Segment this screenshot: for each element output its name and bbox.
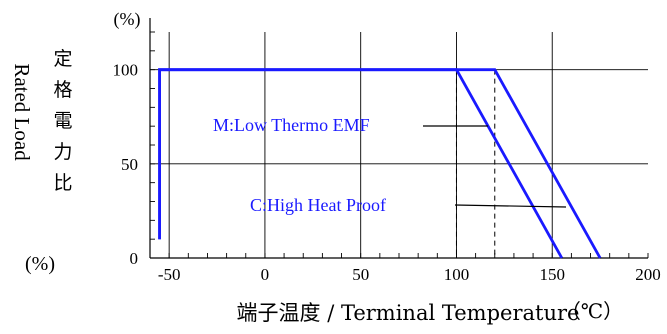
axes (149, 18, 649, 259)
y-label-char: 力 (53, 141, 72, 163)
y-tick-label: 0 (130, 249, 139, 268)
series (158, 68, 602, 259)
x-tick-label: 100 (444, 265, 470, 284)
x-tick-label: -50 (158, 265, 181, 284)
x-tick-label: 50 (352, 265, 369, 284)
y-label-char: 比 (53, 172, 72, 194)
x-axis-unit: （℃） (561, 299, 623, 323)
x-tick-label: 150 (539, 265, 565, 284)
grid (150, 32, 648, 258)
reference-lines (455, 69, 496, 258)
series-label-m: M:Low Thermo EMF (213, 115, 370, 135)
y-label-char: 定 (53, 48, 72, 70)
series-label-c: C:High Heat Proof (250, 195, 386, 215)
x-tick-label: 0 (261, 265, 270, 284)
leader-line-c (454, 204, 567, 208)
y-unit-top: (%) (114, 9, 141, 30)
y-axis-label-en: Rated Load (10, 63, 34, 161)
x-tick-label: 200 (635, 265, 661, 284)
x-axis-label: 端子温度 / Terminal Temperature (237, 301, 580, 325)
y-label-char: 電 (53, 110, 72, 132)
y-tick-label: 100 (113, 61, 139, 80)
y-unit-side: (%) (25, 253, 55, 275)
series-line-1 (158, 68, 602, 259)
y-tick-label: 50 (121, 155, 138, 174)
y-label-char: 格 (53, 79, 72, 101)
tick-labels: -50 0 50 100 150 200 0 50 100 (113, 61, 661, 284)
